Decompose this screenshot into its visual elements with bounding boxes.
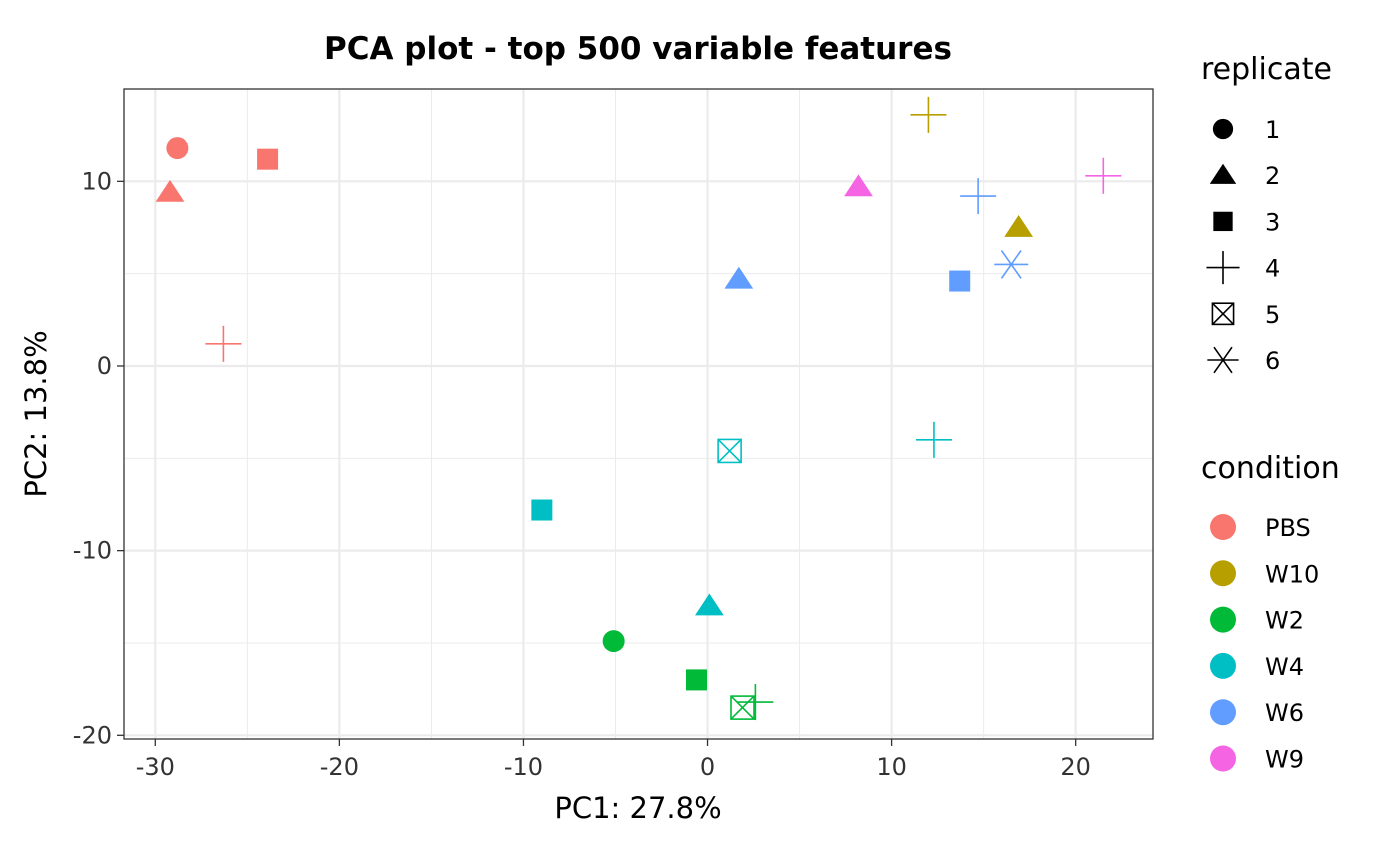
condition-legend-key [1210,699,1236,726]
condition-legend-key [1210,745,1236,772]
data-point [910,96,947,133]
replicate-legend-key [1212,118,1234,140]
condition-legend-label: W6 [1265,699,1304,727]
data-point [1085,157,1122,194]
replicate-legend-key [1209,163,1237,184]
replicate-legend-title: replicate [1201,52,1332,87]
data-point [531,499,553,521]
y-tick-label: -20 [73,721,112,749]
condition-legend-key [1210,606,1236,633]
data-point [694,593,724,616]
data-points [155,96,1122,721]
data-point [166,137,189,160]
condition-legend-label: PBS [1265,514,1311,542]
replicate-legend-label: 2 [1265,162,1280,190]
data-point [730,695,755,720]
data-point [724,266,754,289]
condition-legend-item: W4 [1210,652,1304,681]
replicate-legend-label: 6 [1265,347,1280,375]
replicate-legend-label: 3 [1265,208,1280,236]
replicate-legend-key [1211,302,1235,326]
data-point [994,250,1029,279]
condition-legend-item: W2 [1210,606,1304,635]
replicate-legend: replicate 1 2 3 4 5 6 [1201,52,1332,375]
x-tick-label: 0 [700,753,715,781]
plot-panel-border [123,88,1154,740]
data-point [602,630,625,653]
data-point [1004,214,1033,237]
condition-legend-item: PBS [1210,514,1311,542]
condition-legend-title: condition [1201,451,1340,486]
condition-legend-label: W9 [1265,746,1304,774]
replicate-legend-key [1213,211,1233,232]
condition-legend-key [1210,560,1236,587]
condition-legend-key [1210,514,1236,540]
y-tick-label: -10 [73,537,112,565]
chart-title: PCA plot - top 500 variable features [324,31,952,67]
condition-legend-label: W4 [1265,653,1304,681]
replicate-legend-key [1207,346,1239,374]
data-point [960,178,997,215]
replicate-legend-item: 3 [1213,208,1280,236]
data-point [257,148,279,170]
data-point [205,325,242,362]
data-point [949,270,971,292]
data-point [685,669,707,691]
replicate-legend-item: 6 [1207,346,1280,375]
condition-legend: condition PBS W10 W2 W4 W6 W9 [1201,451,1340,774]
x-tick-label: -20 [320,753,359,781]
replicate-legend-label: 5 [1265,301,1280,329]
data-point [155,179,185,202]
replicate-legend-item: 1 [1212,116,1280,144]
x-tick-label: 20 [1060,753,1091,781]
data-point [844,174,873,197]
x-tick-label: -30 [136,753,175,781]
x-tick-label: -10 [504,753,543,781]
data-point [915,421,952,458]
condition-legend-item: W6 [1210,699,1304,727]
replicate-legend-item: 2 [1209,162,1280,190]
y-axis-title: PC2: 13.8% [19,330,53,497]
replicate-legend-item: 4 [1206,251,1280,285]
condition-legend-key [1210,652,1236,679]
replicate-legend-label: 1 [1265,116,1280,144]
data-point [737,684,774,721]
condition-legend-label: W2 [1265,607,1304,635]
condition-legend-label: W10 [1265,560,1319,588]
x-axis-title: PC1: 27.8% [554,791,721,825]
y-tick-label: 10 [81,167,112,195]
replicate-legend-key [1206,251,1240,285]
replicate-legend-label: 4 [1265,255,1280,283]
axis-ticks: -30 -20 -10 0 10 20 -20 -10 0 10 [73,167,1091,781]
y-tick-label: 0 [97,352,112,380]
condition-legend-item: W9 [1210,745,1304,774]
x-tick-label: 10 [876,753,907,781]
condition-legend-item: W10 [1210,560,1319,588]
replicate-legend-item: 5 [1211,301,1280,329]
data-point [717,438,742,464]
